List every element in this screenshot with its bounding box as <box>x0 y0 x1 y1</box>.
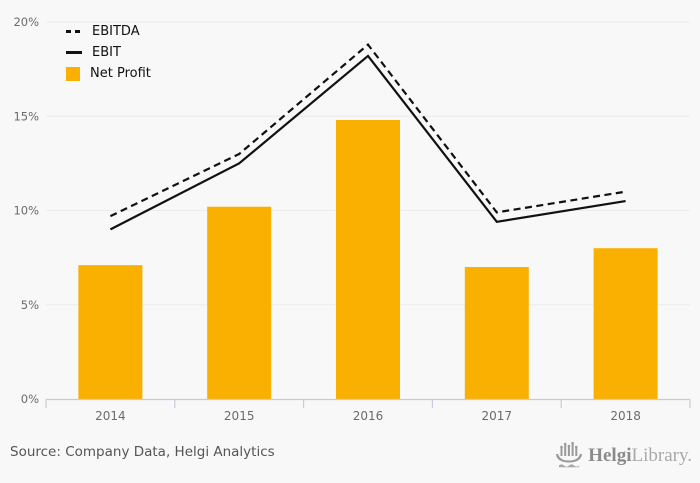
svg-text:5%: 5% <box>21 298 39 312</box>
profitability-chart: 0% 5% 10% 15% 20% 2014 2015 2016 2017 2018 EBITDA… <box>13 15 691 423</box>
chart-canvas: 0% 5% 10% 15% 20% 2014 2015 2016 2017 2018 <box>13 15 691 423</box>
legend-item-ebit: EBIT <box>66 45 151 60</box>
svg-text:2015: 2015 <box>224 409 255 423</box>
legend-label-ebit: EBIT <box>92 45 121 60</box>
source-text: Source: Company Data, Helgi Analytics <box>10 444 275 460</box>
chart-legend: EBITDA EBIT Net Profit <box>66 24 151 81</box>
svg-text:2014: 2014 <box>95 409 126 423</box>
svg-text:20%: 20% <box>13 15 39 29</box>
chart-footer: Source: Company Data, Helgi Analytics He… <box>0 435 700 483</box>
helgi-library-logo: HelgiLibrary. <box>554 441 692 469</box>
legend-item-ebitda: EBITDA <box>66 24 151 39</box>
ship-bar-chart-icon <box>556 441 583 468</box>
logo-wordmark: HelgiLibrary. <box>588 444 692 466</box>
svg-text:15%: 15% <box>13 109 39 123</box>
svg-text:2016: 2016 <box>353 409 384 423</box>
solid-line-swatch-icon <box>66 51 82 54</box>
legend-label-ebitda: EBITDA <box>92 24 140 39</box>
legend-label-net-profit: Net Profit <box>90 66 151 81</box>
legend-item-net-profit: Net Profit <box>66 66 151 81</box>
svg-text:2018: 2018 <box>610 409 641 423</box>
svg-text:0%: 0% <box>21 392 39 406</box>
dashed-line-swatch-icon <box>66 30 82 33</box>
bar-swatch-icon <box>66 66 80 81</box>
svg-text:2017: 2017 <box>482 409 513 423</box>
svg-text:10%: 10% <box>13 204 39 218</box>
